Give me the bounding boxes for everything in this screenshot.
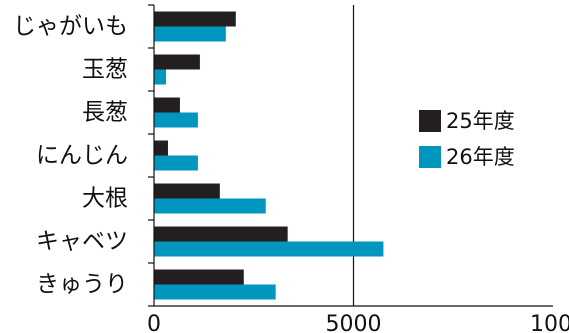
bar-25-5	[154, 226, 288, 242]
bar-25-6	[154, 269, 244, 285]
legend-swatch-26	[419, 146, 441, 168]
legend-swatch-25	[419, 110, 441, 132]
axis	[148, 4, 553, 307]
bar-26-6	[154, 284, 276, 300]
bar-26-4	[154, 198, 266, 214]
legend-label-26: 26年度	[446, 145, 515, 169]
bar-25-0	[154, 11, 236, 27]
x-tick-label-0: 0	[147, 312, 161, 333]
category-label: 大根	[82, 186, 128, 212]
category-label: きゅうり	[36, 272, 128, 298]
x-tick-label-1: 5000	[326, 312, 382, 333]
x-tick-label-2: 10000	[530, 312, 569, 333]
category-label: 玉葱	[82, 57, 128, 83]
category-label: 長葱	[82, 100, 128, 126]
bar-25-2	[154, 97, 180, 113]
category-label: じゃがいも	[13, 14, 128, 40]
bar-26-1	[154, 69, 166, 85]
bar-26-3	[154, 155, 198, 171]
category-label: キャベツ	[36, 229, 128, 255]
bar-26-0	[154, 26, 226, 42]
bar-25-4	[154, 183, 220, 199]
bar-26-5	[154, 241, 384, 257]
bar-26-2	[154, 112, 198, 128]
legend: 25年度 26年度	[419, 109, 515, 169]
bars	[154, 11, 384, 300]
bar-25-1	[154, 54, 200, 70]
category-label: にんじん	[36, 143, 128, 169]
legend-label-25: 25年度	[446, 109, 515, 133]
bar-25-3	[154, 140, 168, 156]
tick-labels: 0 5000 10000	[147, 312, 569, 333]
